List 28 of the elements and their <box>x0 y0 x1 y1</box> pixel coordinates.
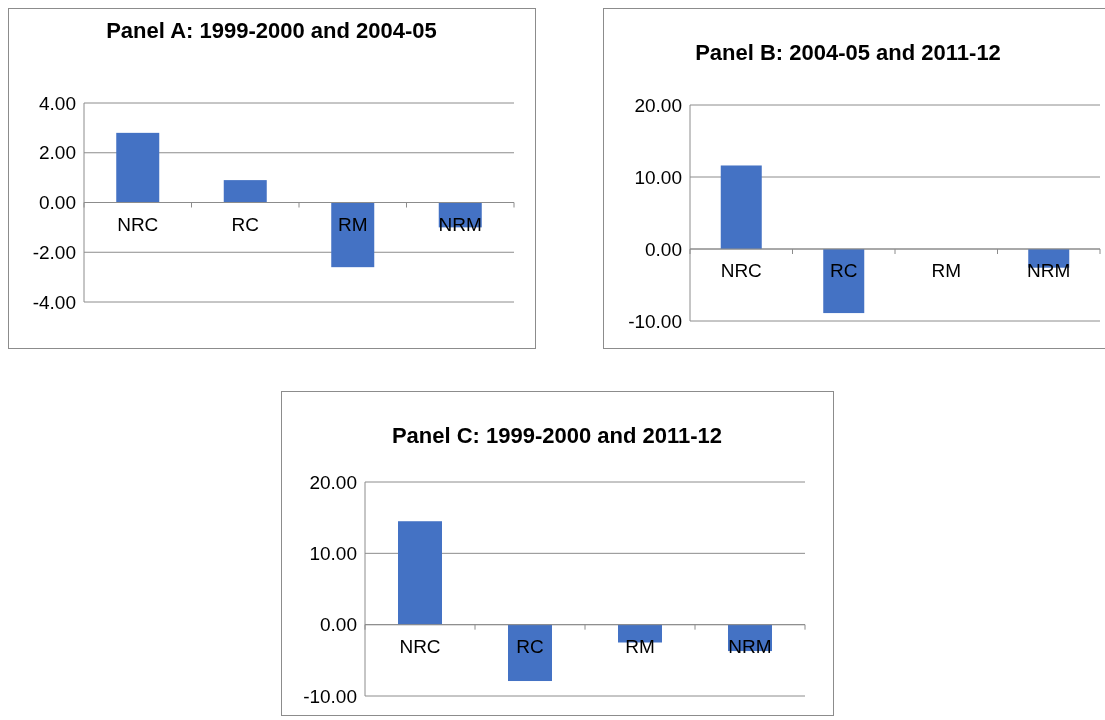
x-tick-label: RM <box>625 635 655 657</box>
x-tick-label: RM <box>931 260 962 281</box>
y-tick-label: 20.00 <box>309 471 357 493</box>
x-tick-label: RC <box>516 635 544 657</box>
chart-title: Panel A: 1999-2000 and 2004-05 <box>106 18 437 43</box>
x-tick-label: RC <box>830 260 858 281</box>
y-tick-label: -4.00 <box>32 291 76 313</box>
x-tick-label: NRC <box>117 213 159 235</box>
y-tick-label: 0.00 <box>320 614 357 636</box>
bar <box>116 132 160 203</box>
y-tick-label: 20.00 <box>634 94 682 116</box>
bar <box>331 202 375 268</box>
y-tick-label: -2.00 <box>32 241 76 263</box>
x-tick-label: RC <box>231 213 259 235</box>
y-tick-label: 0.00 <box>39 192 76 214</box>
y-tick-label: 0.00 <box>645 238 682 260</box>
y-tick-label: 10.00 <box>634 166 682 188</box>
y-tick-label: 10.00 <box>309 542 357 564</box>
y-tick-label: -10.00 <box>303 685 357 707</box>
y-tick-label: -10.00 <box>628 310 682 332</box>
x-tick-label: NRC <box>399 635 441 657</box>
chart-title: Panel B: 2004-05 and 2011-12 <box>695 40 1001 65</box>
y-tick-label: 4.00 <box>39 92 76 114</box>
chart-title: Panel C: 1999-2000 and 2011-12 <box>391 423 723 448</box>
bar <box>223 180 267 203</box>
x-tick-label: RM <box>337 213 368 235</box>
y-tick-label: 2.00 <box>39 142 76 164</box>
x-tick-label: NRC <box>720 260 762 281</box>
